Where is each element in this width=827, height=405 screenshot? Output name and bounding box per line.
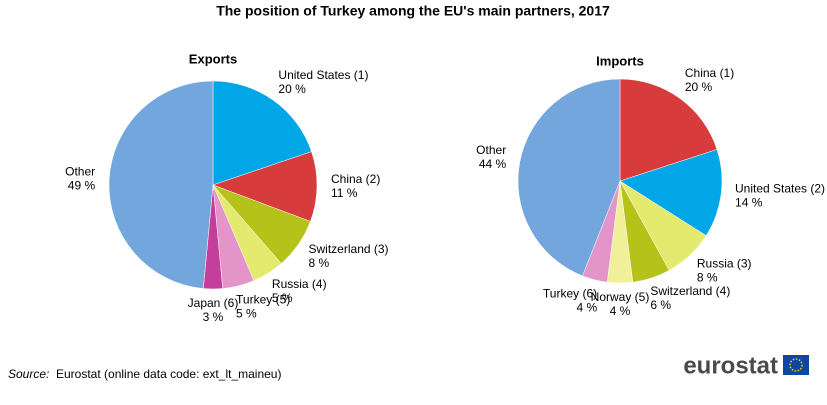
slice-value-label: 3 % xyxy=(203,310,224,324)
slice-label: Other xyxy=(476,143,506,157)
slice-label: Other xyxy=(65,164,95,178)
pie-slice xyxy=(212,151,318,222)
slice-value-label: 14 % xyxy=(735,196,763,210)
logo-flag xyxy=(783,355,809,375)
pie-slice xyxy=(108,80,214,289)
slice-value-label: 6 % xyxy=(650,298,671,312)
slice-value-label: 4 % xyxy=(610,304,631,318)
source-label: Source: xyxy=(8,367,49,381)
slice-value-label: 8 % xyxy=(697,271,718,285)
source-text: Eurostat (online data code: ext_lt_maine… xyxy=(56,367,281,381)
logo-text: eurostat xyxy=(683,352,778,379)
main-title: The position of Turkey among the EU's ma… xyxy=(216,3,610,19)
slice-value-label: 5 % xyxy=(272,291,293,305)
slice-label: Russia (3) xyxy=(697,257,752,271)
slice-value-label: 20 % xyxy=(685,80,713,94)
logo-stars xyxy=(789,358,803,372)
slice-label: China (1) xyxy=(685,66,734,80)
slice-value-label: 44 % xyxy=(479,157,507,171)
slice-label: Japan (6) xyxy=(188,296,239,310)
slice-label: China (2) xyxy=(331,172,380,186)
slice-label: United States (2) xyxy=(735,182,825,196)
slice-value-label: 20 % xyxy=(278,82,306,96)
slice-label: Turkey (6) xyxy=(543,286,597,300)
slice-label: Switzerland (3) xyxy=(309,242,389,256)
slice-label: United States (1) xyxy=(278,68,368,82)
pie-title: Imports xyxy=(596,53,644,68)
pie-slice xyxy=(212,80,312,186)
pie-slice xyxy=(619,149,723,236)
pie-title: Exports xyxy=(189,51,237,66)
slice-label: Switzerland (4) xyxy=(650,284,730,298)
slice-label: Russia (4) xyxy=(272,277,327,291)
slice-value-label: 49 % xyxy=(68,178,96,192)
slice-value-label: 4 % xyxy=(576,300,597,314)
pie-slice xyxy=(619,78,718,182)
slice-value-label: 5 % xyxy=(236,306,257,320)
pie-slice xyxy=(517,78,621,277)
slice-label: Norway (5) xyxy=(591,290,650,304)
slice-value-label: 8 % xyxy=(309,256,330,270)
slice-label: Turkey (5) xyxy=(236,292,290,306)
slice-value-label: 11 % xyxy=(331,186,358,200)
